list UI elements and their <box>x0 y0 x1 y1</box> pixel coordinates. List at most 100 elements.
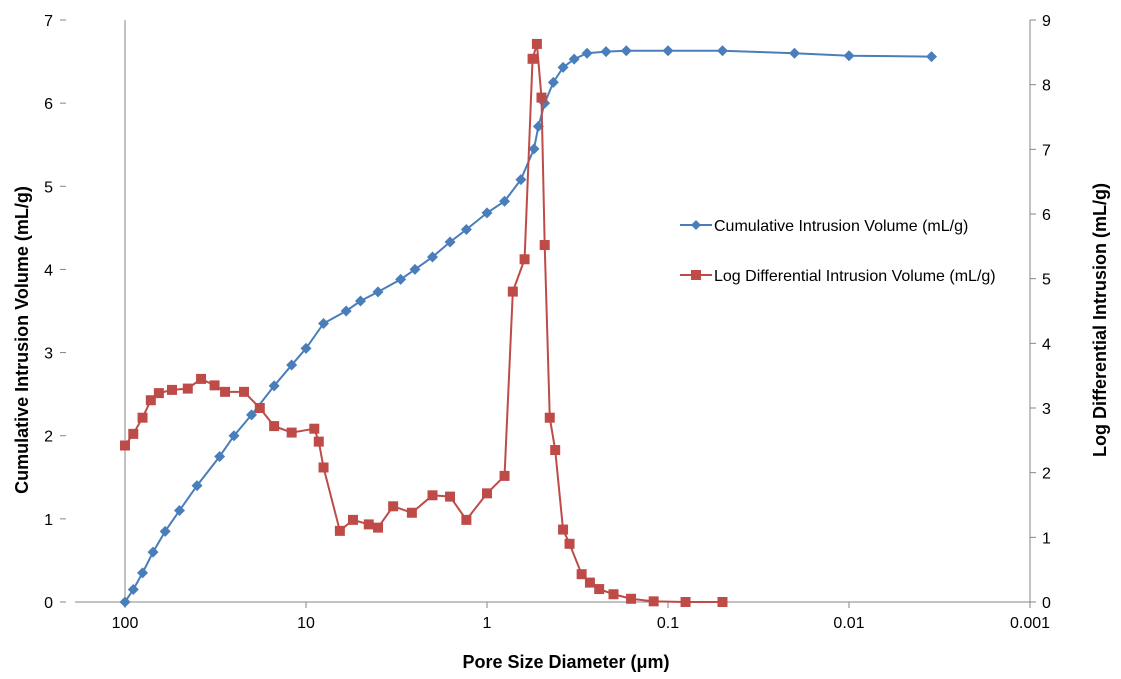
right-y-tick-label: 3 <box>1042 401 1051 418</box>
data-point <box>269 421 280 432</box>
data-point <box>268 380 280 392</box>
data-point <box>539 240 550 251</box>
data-point <box>300 342 312 354</box>
left-y-axis: 0 1 2 3 4 5 6 7 <box>44 13 66 612</box>
data-point <box>584 577 595 588</box>
x-axis-title: Pore Size Diameter (μm) <box>462 652 669 672</box>
right-y-tick-label: 4 <box>1042 336 1051 353</box>
data-point <box>127 584 139 596</box>
left-y-axis-title: Cumulative Intrusion Volume (mL/g) <box>12 186 32 494</box>
left-y-tick-label: 0 <box>44 595 53 612</box>
series-2 <box>120 38 728 607</box>
legend-label: Log Differential Intrusion Volume (mL/g) <box>714 268 996 285</box>
x-tick-label: 100 <box>112 615 139 632</box>
right-y-tick-label: 2 <box>1042 466 1051 483</box>
legend-item: Log Differential Intrusion Volume (mL/g) <box>680 268 996 285</box>
data-point <box>128 428 139 439</box>
data-point <box>926 51 938 63</box>
right-y-tick-label: 0 <box>1042 595 1051 612</box>
data-point <box>648 596 659 607</box>
data-point <box>528 143 540 155</box>
data-point <box>228 430 240 442</box>
data-point <box>594 584 605 595</box>
data-point <box>182 383 193 394</box>
legend-item: Cumulative Intrusion Volume (mL/g) <box>680 218 968 235</box>
data-point <box>254 403 265 413</box>
data-point <box>119 596 131 608</box>
data-point <box>159 525 171 537</box>
right-y-tick-label: 7 <box>1042 142 1051 159</box>
data-point <box>239 386 250 397</box>
data-point <box>626 593 637 604</box>
data-point <box>318 317 330 329</box>
data-point <box>507 286 518 297</box>
data-point <box>620 45 632 57</box>
left-y-tick-label: 2 <box>44 429 53 446</box>
data-point <box>716 45 728 57</box>
data-point <box>717 597 728 607</box>
data-point <box>209 380 220 391</box>
x-tick-label: 1 <box>483 615 492 632</box>
data-point <box>789 47 801 59</box>
right-y-tick-label: 6 <box>1042 207 1051 224</box>
data-point <box>137 412 148 423</box>
data-point <box>286 359 298 371</box>
data-point <box>395 273 407 285</box>
x-tick-label: 0.01 <box>833 615 864 632</box>
right-y-tick-label: 8 <box>1042 78 1051 95</box>
data-point <box>481 207 493 219</box>
data-point <box>313 436 324 447</box>
data-point <box>536 92 547 103</box>
data-point <box>608 589 619 600</box>
data-point <box>558 524 569 535</box>
legend-marker <box>691 220 701 230</box>
data-point <box>340 305 352 317</box>
left-y-tick-label: 3 <box>44 346 53 363</box>
data-point <box>347 514 358 525</box>
data-point <box>460 224 472 236</box>
data-point <box>568 53 580 65</box>
data-point <box>173 505 185 517</box>
data-point <box>147 546 159 558</box>
data-point <box>363 519 374 530</box>
data-point <box>318 462 329 473</box>
series-1 <box>119 45 938 608</box>
data-point <box>519 254 530 265</box>
data-point <box>372 286 384 298</box>
data-point <box>564 538 575 549</box>
data-point <box>214 451 226 462</box>
x-tick-label: 0.1 <box>657 615 679 632</box>
left-y-tick-label: 5 <box>44 179 53 196</box>
left-y-tick-label: 4 <box>44 262 53 279</box>
data-point <box>843 50 855 62</box>
data-point <box>527 53 538 64</box>
data-point <box>550 445 561 456</box>
data-point <box>354 295 366 307</box>
data-point <box>373 522 384 533</box>
data-point <box>576 569 587 580</box>
data-point <box>220 386 231 397</box>
data-point <box>581 47 593 59</box>
data-point <box>427 490 438 501</box>
data-point <box>191 480 203 492</box>
left-y-tick-label: 6 <box>44 96 53 113</box>
data-point <box>286 427 297 438</box>
data-point <box>662 45 674 57</box>
data-point <box>544 412 555 423</box>
left-y-tick-label: 7 <box>44 13 53 30</box>
data-point <box>444 236 456 248</box>
data-point <box>547 76 559 88</box>
data-point <box>409 263 421 275</box>
right-y-axis: 0 1 2 3 4 5 6 7 8 9 <box>1030 13 1051 612</box>
right-y-axis-title: Log Differential Intrusion (mL/g) <box>1090 183 1110 457</box>
legend: Cumulative Intrusion Volume (mL/g) Log Di… <box>680 218 996 285</box>
data-point <box>531 38 542 49</box>
right-y-tick-label: 1 <box>1042 530 1051 547</box>
right-y-tick-label: 9 <box>1042 13 1051 30</box>
data-point <box>246 409 258 421</box>
series-line <box>124 49 932 603</box>
series-layer <box>119 38 938 608</box>
data-point <box>680 597 691 607</box>
data-point <box>153 388 164 399</box>
data-point <box>334 525 345 536</box>
